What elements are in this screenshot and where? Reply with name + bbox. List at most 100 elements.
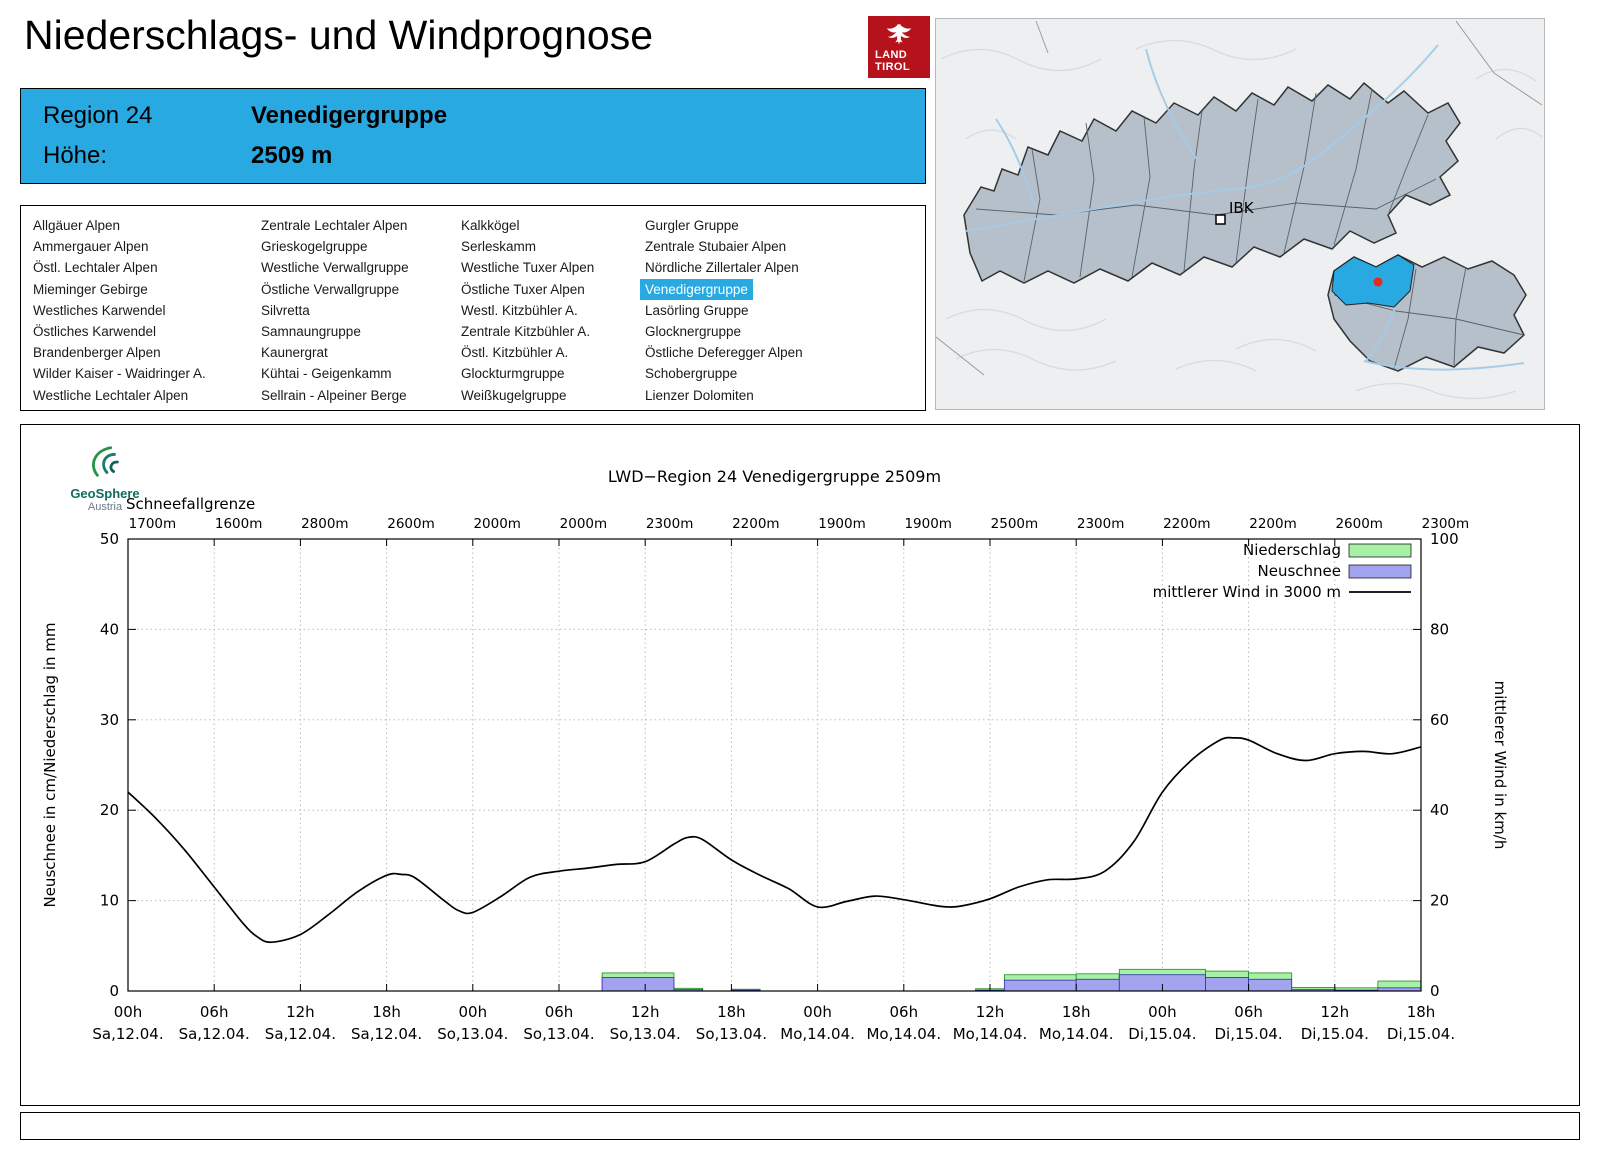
legend-swatch [1348,543,1412,558]
region-list: Allgäuer Alpen Ammergauer Alpen Östl. Lech… [20,205,926,411]
region-list-item[interactable]: Samnaungruppe [261,324,361,340]
x-tick-hour: 18h [717,1003,746,1021]
region-list-item[interactable]: Mieminger Gebirge [33,281,148,297]
geosphere-name: GeoSphere [70,486,140,501]
x-tick-day: Sa,12.04. [351,1025,422,1043]
region-list-item[interactable]: Westl. Kitzbühler A. [461,302,578,318]
region-list-item[interactable]: Nördliche Zillertaler Alpen [645,260,799,276]
y-axis-label-left: Neuschnee in cm/Niederschlag in mm [41,622,59,907]
region-list-item[interactable]: Weißkugelgruppe [461,387,567,403]
tirol-eagle-icon [886,23,912,45]
x-tick-day: Di,15.04. [1214,1025,1282,1043]
region-list-item[interactable]: Östl. Kitzbühler A. [461,345,569,361]
x-tick-day: So,13.04. [523,1025,594,1043]
legend-label: Neuschnee [1258,562,1342,580]
snowline-value: 2300m [1422,516,1470,532]
region-list-item[interactable]: Sellrain - Alpeiner Berge [261,387,407,403]
y-axis-label-right: mittlerer Wind in km/h [1491,681,1509,850]
region-list-item[interactable]: Westliche Lechtaler Alpen [33,387,189,403]
y-right-tick-label: 80 [1430,620,1449,638]
neuschnee-bar [1248,978,1293,992]
region-list-item[interactable]: Zentrale Kitzbühler A. [461,324,591,340]
region-list-item[interactable]: Serleskamm [461,239,537,255]
tirol-map[interactable]: IBK [935,18,1545,410]
region-list-item[interactable]: Kalkkögel [461,218,520,233]
region-list-item[interactable]: Zentrale Lechtaler Alpen [261,218,408,233]
ibk-label: IBK [1229,199,1255,217]
x-tick-hour: 00h [1148,1003,1177,1021]
region-list-item[interactable]: Östliche Tuxer Alpen [461,281,585,297]
x-tick-day: Di,15.04. [1301,1025,1369,1043]
x-tick-day: So,13.04. [610,1025,681,1043]
x-tick-day: Di,15.04. [1128,1025,1196,1043]
snowline-value: 2600m [387,516,435,532]
region-list-item[interactable]: Östliches Karwendel [33,324,157,340]
x-tick-hour: 06h [890,1003,919,1021]
altitude-label: Höhe: [43,142,108,169]
y-left-tick-label: 40 [100,620,119,638]
neuschnee-bar [601,977,675,992]
region-list-item[interactable]: Gurgler Gruppe [645,218,739,233]
chart-canvas: 00h Sa,12.04. 06h Sa,12.04. 12h Sa,12.04. 18h S… [41,467,1509,1043]
region-list-item[interactable]: Silvretta [261,302,310,318]
logo-line-2: TIROL [875,61,910,73]
map-region-venedigergruppe-selected[interactable] [1331,254,1415,308]
x-tick-hour: 06h [545,1003,574,1021]
region-list-item[interactable]: Kaunergrat [261,345,328,361]
region-column: Gurgler Gruppe Zentrale Stubaier Alpen Nör… [640,215,915,410]
x-tick-hour: 00h [459,1003,488,1021]
region-list-item[interactable]: Glocknergruppe [645,324,742,340]
y-left-tick-label: 0 [109,982,119,1000]
region-column: Allgäuer Alpen Ammergauer Alpen Östl. Lech… [33,215,261,410]
page-title: Niederschlags- und Windprognose [24,12,654,58]
snowline-value: 2200m [1249,516,1297,532]
region-list-item[interactable]: Lienzer Dolomiten [645,387,754,403]
neuschnee-bar [1205,977,1249,992]
region-list-item[interactable]: Brandenberger Alpen [33,345,161,361]
y-left-tick-label: 10 [100,892,119,910]
logo-line-1: LAND [875,49,908,61]
region-list-item[interactable]: Östl. Lechtaler Alpen [33,260,158,276]
y-right-tick-label: 100 [1430,530,1459,548]
x-tick-hour: 00h [803,1003,832,1021]
x-tick-day: Sa,12.04. [265,1025,336,1043]
y-right-tick-label: 20 [1430,892,1449,910]
terrain-shading [940,39,1543,400]
x-tick-hour: 06h [1234,1003,1263,1021]
y-right-tick-label: 0 [1430,982,1440,1000]
region-list-item[interactable]: Westliches Karwendel [33,302,166,318]
region-list-item-selected[interactable]: Venedigergruppe [640,278,753,300]
region-list-item[interactable]: Kühtai - Geigenkamm [261,366,392,382]
region-list-item[interactable]: Lasörling Gruppe [645,302,749,318]
x-tick-day: Mo,14.04. [953,1025,1028,1043]
region-list-item[interactable]: Östliche Verwallgruppe [261,281,400,297]
region-list-item[interactable]: Glockturmgruppe [461,366,565,382]
region-list-item[interactable]: Östliche Deferegger Alpen [645,345,803,361]
snowline-value: 2500m [991,516,1039,532]
map-region-north-tirol[interactable] [963,81,1461,284]
x-tick-hour: 18h [1062,1003,1091,1021]
region-list-item[interactable]: Schobergruppe [645,366,738,382]
x-tick-day: Mo,14.04. [780,1025,855,1043]
region-list-item[interactable]: Ammergauer Alpen [33,239,149,255]
region-list-item[interactable]: Allgäuer Alpen [33,218,121,233]
neuschnee-bar [1003,979,1077,992]
region-list-item[interactable]: Zentrale Stubaier Alpen [645,239,787,255]
region-list-item[interactable]: Westliche Tuxer Alpen [461,260,595,276]
x-tick-day: Sa,12.04. [92,1025,163,1043]
geosphere-icon [92,446,119,477]
snowline-value: 2600m [1335,516,1383,532]
region-list-item[interactable]: Westliche Verwallgruppe [261,260,409,276]
tirol-map-canvas: IBK [935,19,1544,409]
region-header-box: Region 24 Venedigergruppe Höhe: 2509 m [20,88,926,184]
x-tick-day: Di,15.04. [1387,1025,1455,1043]
footer-box [20,1112,1580,1140]
region-list-item[interactable]: Wilder Kaiser - Waidringer A. [33,366,206,382]
region-list-item[interactable]: Grieskogelgruppe [261,239,368,255]
y-right-tick-label: 60 [1430,711,1449,729]
snowline-value: 1700m [129,516,177,532]
region-number: Region 24 [43,102,153,129]
x-tick-hour: 12h [976,1003,1005,1021]
x-tick-hour: 18h [372,1003,401,1021]
snowline-value: 1900m [904,516,952,532]
